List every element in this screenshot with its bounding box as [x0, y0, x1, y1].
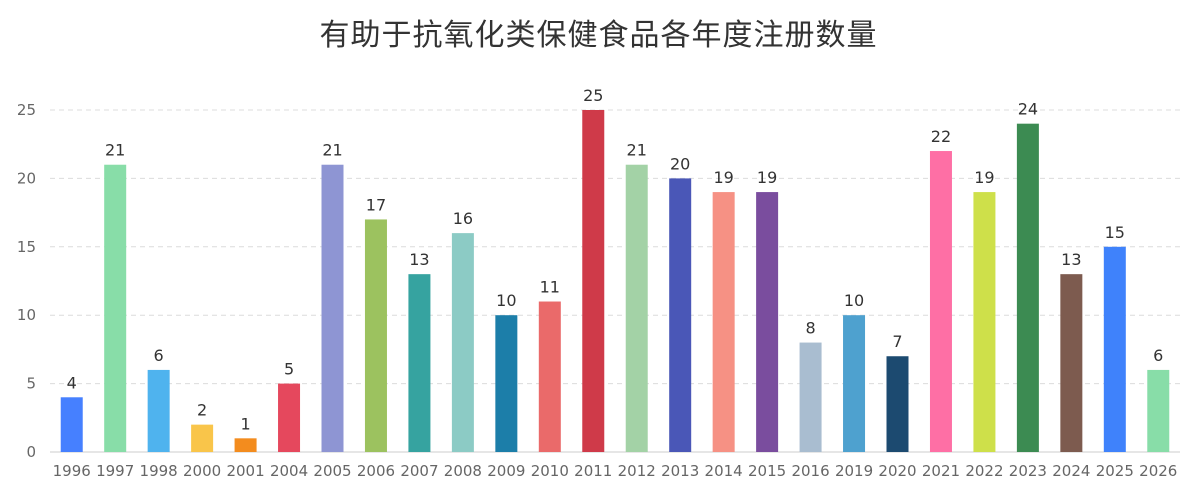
bar	[60, 397, 83, 452]
data-label: 16	[453, 209, 473, 228]
bar	[973, 192, 996, 452]
data-label: 25	[583, 86, 603, 105]
data-label: 21	[322, 141, 342, 160]
data-label: 4	[67, 373, 77, 392]
bar	[321, 164, 344, 452]
x-tick-label: 1996	[53, 462, 91, 480]
bar	[495, 315, 518, 452]
x-tick-label: 2025	[1096, 462, 1134, 480]
bar	[364, 219, 387, 452]
x-tick-label: 2010	[531, 462, 569, 480]
data-label: 11	[540, 278, 560, 297]
x-tick-label: 2020	[878, 462, 916, 480]
data-label: 10	[496, 291, 516, 310]
x-tick-label: 1997	[96, 462, 134, 480]
y-tick-label: 20	[17, 169, 36, 187]
data-label: 13	[1061, 250, 1081, 269]
bar	[1016, 123, 1039, 453]
data-label: 6	[154, 346, 164, 365]
bar	[538, 301, 561, 452]
data-label: 19	[757, 168, 777, 187]
data-label: 20	[670, 154, 690, 173]
bar	[625, 164, 648, 452]
data-label: 24	[1018, 100, 1038, 119]
x-tick-label: 2012	[618, 462, 656, 480]
x-tick-label: 2011	[574, 462, 612, 480]
data-label: 2	[197, 401, 207, 420]
x-tick-label: 2004	[270, 462, 308, 480]
bar	[756, 192, 779, 452]
x-tick-label: 1998	[140, 462, 178, 480]
bar	[929, 151, 952, 453]
x-tick-label: 2016	[791, 462, 829, 480]
data-label: 13	[409, 250, 429, 269]
bar	[104, 164, 127, 452]
x-tick-label: 2024	[1052, 462, 1090, 480]
data-label: 19	[713, 168, 733, 187]
x-tick-label: 2005	[313, 462, 351, 480]
y-tick-label: 15	[17, 238, 36, 256]
data-label: 22	[931, 127, 951, 146]
bar	[712, 192, 735, 452]
y-tick-label: 25	[17, 101, 36, 119]
bar	[408, 274, 431, 452]
data-label: 8	[805, 319, 815, 338]
bar	[669, 178, 692, 452]
x-tick-label: 2006	[357, 462, 395, 480]
data-label: 10	[844, 291, 864, 310]
data-label: 5	[284, 360, 294, 379]
data-label: 7	[892, 332, 902, 351]
x-tick-label: 2021	[922, 462, 960, 480]
bar	[1147, 369, 1170, 452]
bar	[191, 424, 214, 452]
bar	[451, 233, 474, 452]
x-tick-label: 2019	[835, 462, 873, 480]
data-label: 21	[105, 141, 125, 160]
bars	[60, 110, 1170, 453]
x-tick-label: 2001	[226, 462, 264, 480]
x-tick-label: 2008	[444, 462, 482, 480]
bar	[1103, 246, 1126, 452]
y-tick-label: 10	[17, 306, 36, 324]
gridlines	[50, 109, 1180, 385]
bar	[1060, 274, 1083, 452]
data-label: 1	[240, 414, 250, 433]
chart-title: 有助于抗氧化类保健食品各年度注册数量	[319, 18, 878, 53]
x-tick-label: 2013	[661, 462, 699, 480]
x-tick-label: 2009	[487, 462, 525, 480]
data-label: 21	[627, 141, 647, 160]
bar	[147, 369, 170, 452]
bar	[886, 356, 909, 452]
x-tick-label: 2015	[748, 462, 786, 480]
x-tick-label: 2023	[1009, 462, 1047, 480]
data-label: 6	[1153, 346, 1163, 365]
bar	[582, 110, 605, 452]
y-tick-label: 0	[26, 443, 36, 461]
bar	[799, 342, 822, 452]
bar	[278, 383, 301, 452]
bar	[234, 438, 257, 452]
bar	[843, 315, 866, 452]
data-label: 15	[1105, 223, 1125, 242]
x-tick-label: 2022	[965, 462, 1003, 480]
x-tick-label: 2000	[183, 462, 221, 480]
data-label: 19	[974, 168, 994, 187]
data-label: 17	[366, 195, 386, 214]
y-tick-label: 5	[26, 375, 36, 393]
x-tick-label: 2014	[705, 462, 743, 480]
x-tick-label: 2026	[1139, 462, 1177, 480]
x-tick-label: 2007	[400, 462, 438, 480]
